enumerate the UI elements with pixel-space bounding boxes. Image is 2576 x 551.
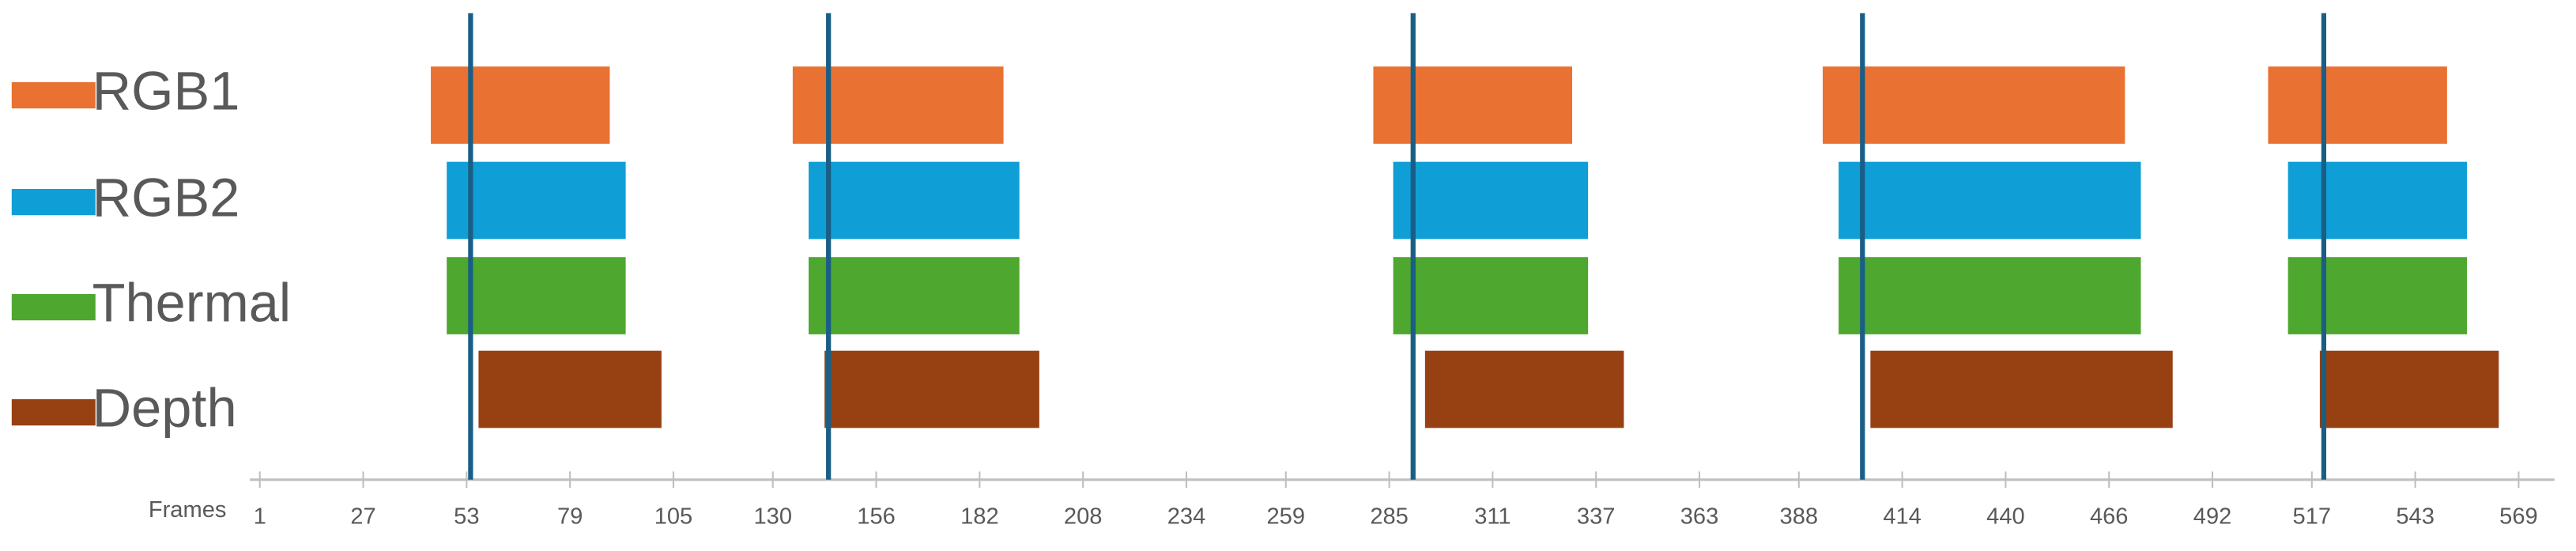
x-tick-label: 208 [1064, 504, 1103, 529]
interval-bar [809, 257, 1020, 334]
legend-label: RGB2 [92, 168, 240, 228]
legend-swatch [11, 293, 96, 321]
x-tick-label: 492 [2193, 504, 2232, 529]
interval-bar [824, 350, 1039, 428]
x-tick-label: 182 [960, 504, 999, 529]
x-tick-label: 414 [1883, 504, 1922, 529]
x-tick-label: 27 [350, 504, 375, 529]
x-tick-label: 440 [1986, 504, 2025, 529]
legend-swatch [11, 398, 96, 426]
x-tick-label: 466 [2090, 504, 2129, 529]
legend-label: Thermal [92, 273, 291, 334]
legend-label: Depth [92, 378, 237, 439]
legend-label: RGB1 [92, 61, 240, 122]
x-tick-label: 234 [1167, 504, 1206, 529]
interval-bar [1424, 350, 1624, 428]
x-tick-label: 259 [1267, 504, 1306, 529]
interval-bar [447, 161, 626, 240]
interval-bar [1839, 161, 2141, 240]
x-tick-label: 1 [254, 504, 266, 529]
x-tick-label: 130 [753, 504, 792, 529]
interval-bar [792, 66, 1004, 144]
interval-bar [431, 66, 610, 144]
x-tick-label: 285 [1370, 504, 1409, 529]
interval-bar [1822, 66, 2125, 144]
legend-swatch [11, 81, 96, 109]
interval-bar [1839, 257, 2141, 334]
x-tick-label: 363 [1680, 504, 1719, 529]
x-tick-label: 156 [857, 504, 896, 529]
interval-bar [2319, 350, 2499, 428]
interval-bar [478, 350, 662, 428]
interval-bar [1393, 257, 1589, 334]
interval-bar [2287, 161, 2468, 240]
x-tick-label: 543 [2396, 504, 2435, 529]
x-tick-label: 517 [2293, 504, 2332, 529]
interval-bar [1393, 161, 1589, 240]
interval-bar [447, 257, 626, 334]
interval-bar [1870, 350, 2173, 428]
interval-bar [1373, 66, 1573, 144]
x-axis-title: Frames [149, 497, 227, 523]
interval-bar [809, 161, 1020, 240]
legend-swatch [11, 188, 96, 216]
interval-bar [2268, 66, 2447, 144]
x-tick-label: 79 [557, 504, 583, 529]
x-tick-label: 311 [1474, 504, 1511, 529]
x-tick-label: 388 [1780, 504, 1819, 529]
interval-bar [2287, 257, 2468, 334]
x-tick-label: 53 [454, 504, 479, 529]
x-tick-label: 569 [2499, 504, 2538, 529]
x-tick-label: 105 [654, 504, 693, 529]
x-tick-label: 337 [1577, 504, 1616, 529]
